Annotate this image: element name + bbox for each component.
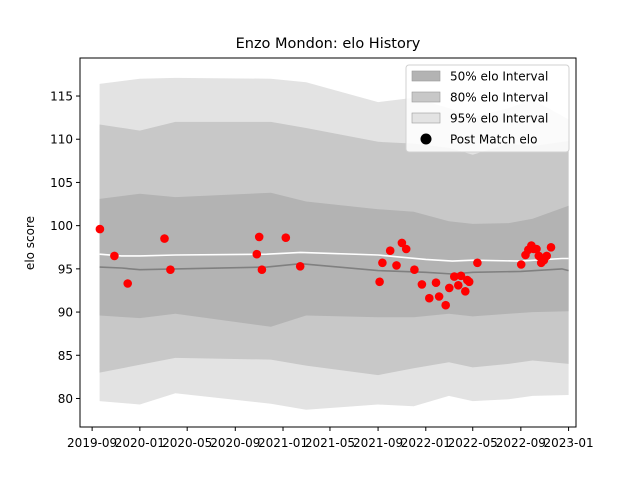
- legend-label: 50% elo Interval: [450, 70, 548, 84]
- post-match-point: [281, 233, 291, 242]
- band-50-area: [99, 192, 569, 327]
- post-match-point: [378, 258, 387, 268]
- x-tick-label: 2021-05: [305, 436, 355, 450]
- post-match-point: [461, 287, 470, 296]
- post-match-point: [456, 271, 466, 281]
- x-tick-label: 2021-01: [258, 436, 308, 450]
- post-match-point: [441, 300, 451, 310]
- x-tick-label: 2020-01: [115, 436, 165, 450]
- x-tick-label: 2019-09: [67, 436, 117, 450]
- post-match-point: [454, 281, 463, 290]
- x-tick-label: 2023-01: [543, 436, 593, 450]
- x-tick-label: 2020-09: [210, 436, 260, 450]
- post-match-point: [450, 272, 459, 281]
- post-match-point: [546, 243, 556, 252]
- y-tick-label: 110: [50, 133, 73, 147]
- post-match-point: [417, 280, 427, 289]
- y-tick-label: 95: [58, 262, 73, 276]
- post-match-point: [385, 246, 395, 255]
- axes-frame: [79, 57, 577, 428]
- post-match-point: [425, 293, 434, 303]
- post-match-point: [410, 265, 419, 275]
- post-match-points: [95, 224, 556, 310]
- y-axis-label: elo score: [23, 216, 37, 270]
- y-tick-label: 80: [58, 392, 73, 406]
- band-50: [99, 192, 569, 327]
- x-tick-label: 2021-09: [353, 436, 403, 450]
- post-match-point: [95, 224, 105, 234]
- post-match-point: [532, 244, 541, 254]
- post-match-point: [401, 244, 411, 254]
- post-match-point: [473, 258, 482, 268]
- y-tick-label: 90: [58, 306, 73, 320]
- legend-swatch: [411, 91, 441, 103]
- post-match-point: [160, 234, 169, 243]
- post-match-point: [392, 261, 401, 270]
- post-match-point: [542, 251, 551, 261]
- post-match-point: [431, 278, 441, 288]
- legend-label: Post Match elo: [450, 133, 537, 147]
- y-tick-label: 115: [50, 90, 73, 104]
- post-match-point: [123, 279, 132, 288]
- y-tick-label: 85: [58, 349, 73, 363]
- legend-box: [405, 64, 570, 153]
- post-match-point: [464, 277, 474, 287]
- y-tick-label: 100: [50, 219, 73, 233]
- post-match-point: [166, 265, 175, 275]
- legend-swatch: [411, 112, 441, 124]
- x-tick-label: 2022-05: [448, 436, 498, 450]
- x-axis: 2019-092020-012020-052020-092021-012021-…: [67, 427, 594, 450]
- legend-label: 80% elo Interval: [450, 91, 548, 105]
- post-match-point: [257, 265, 267, 275]
- legend-swatch: [411, 70, 441, 82]
- post-match-point: [445, 283, 454, 293]
- x-tick-label: 2022-01: [401, 436, 451, 450]
- legend-marker: [420, 133, 432, 145]
- post-match-point: [397, 238, 407, 248]
- post-match-point: [434, 292, 444, 301]
- x-tick-label: 2020-05: [162, 436, 212, 450]
- post-match-point: [110, 251, 119, 261]
- y-tick-label: 105: [50, 176, 73, 190]
- legend-label: 95% elo Interval: [450, 112, 548, 126]
- post-match-point: [254, 232, 264, 242]
- chart-title: Enzo Mondon: elo History: [236, 36, 421, 52]
- x-tick-label: 2022-09: [496, 436, 546, 450]
- post-match-point: [295, 262, 305, 271]
- mean-elo-line: [99, 262, 569, 275]
- plot-area: [95, 77, 569, 410]
- y-axis: 80 85 90 95 100 105 110 115: [50, 90, 80, 406]
- post-match-point: [375, 277, 384, 287]
- legend: 50% elo Interval 80% elo Interval 95% elo …: [405, 64, 570, 153]
- post-match-point: [252, 249, 262, 259]
- post-match-point: [516, 260, 526, 269]
